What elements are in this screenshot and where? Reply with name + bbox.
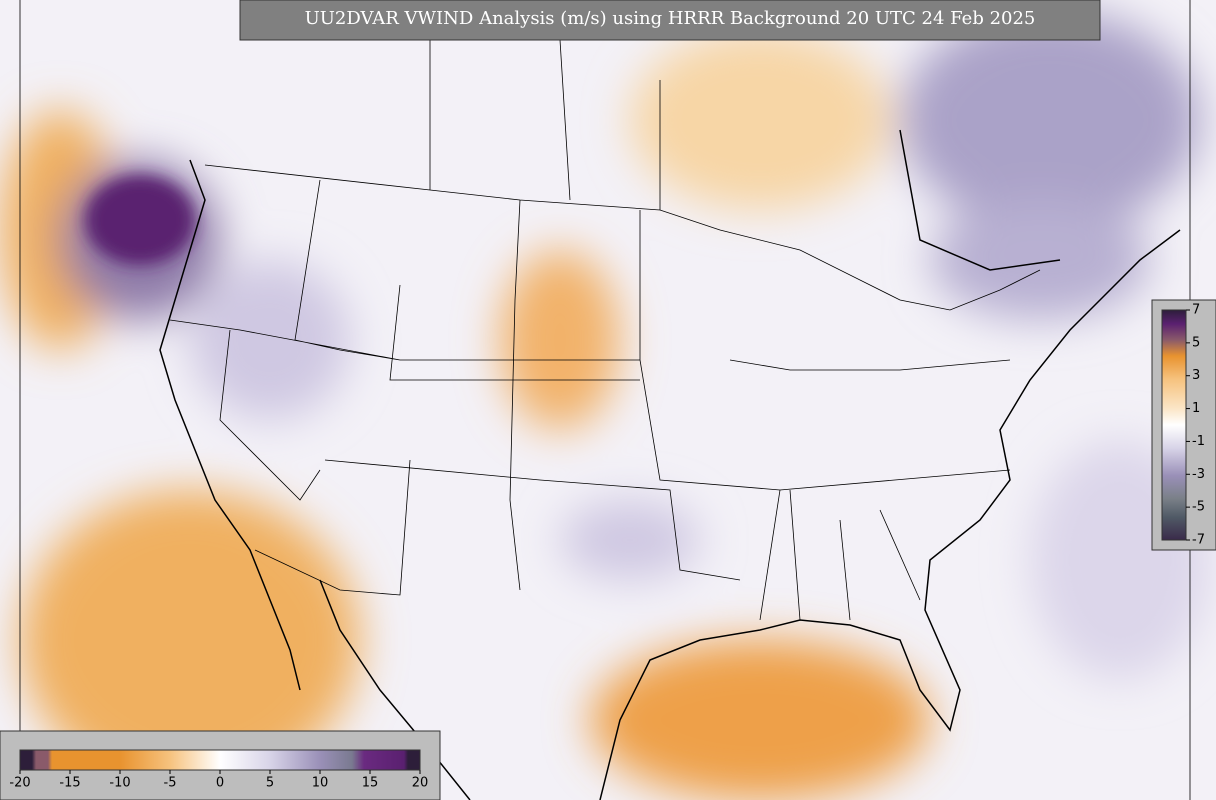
tick-label: 0 — [216, 776, 224, 791]
tick-label: -7 — [1192, 533, 1205, 548]
wind-core — [85, 175, 195, 265]
tick-label: -5 — [164, 776, 177, 791]
colorbar-ticks: -20 -15 -10 -5 0 5 10 15 20 — [9, 770, 428, 791]
map-title: UU2DVAR VWIND Analysis (m/s) using HRRR … — [305, 8, 1036, 29]
tick-label: 7 — [1192, 303, 1200, 318]
tick-label: -3 — [1192, 467, 1205, 482]
tick-label: 15 — [362, 776, 379, 791]
coastline — [159, 129, 1181, 800]
tick-label: -1 — [1192, 434, 1205, 449]
wind-field — [0, 10, 1210, 800]
tick-label: 1 — [1192, 401, 1200, 416]
tick-label: -5 — [1192, 500, 1205, 515]
colorbar-ticks: 7 5 3 1 -1 -3 -5 -7 — [1186, 303, 1205, 548]
title-box — [239, 0, 1101, 41]
tick-label: -10 — [109, 776, 130, 791]
borders — [19, 0, 1191, 800]
colorbar — [1161, 309, 1187, 541]
colorbar — [19, 749, 421, 771]
tick-label: 20 — [412, 776, 429, 791]
tick-label: 3 — [1192, 368, 1200, 383]
tick-label: -15 — [59, 776, 80, 791]
tick-label: -20 — [9, 776, 30, 791]
tick-label: 5 — [266, 776, 274, 791]
tick-label: 10 — [312, 776, 329, 791]
tick-label: 5 — [1192, 335, 1200, 350]
